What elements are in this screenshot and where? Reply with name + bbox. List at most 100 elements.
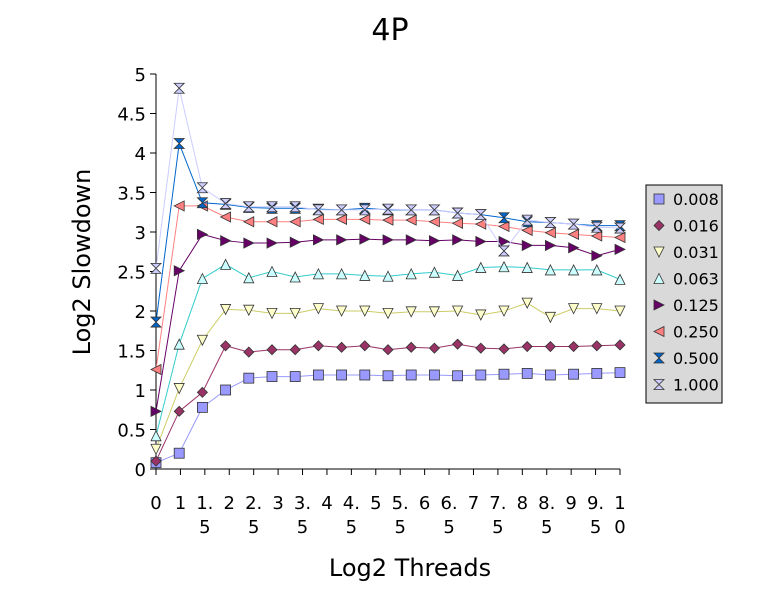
data-point <box>359 233 371 245</box>
data-point <box>150 363 162 376</box>
data-point <box>428 306 441 318</box>
data-point <box>266 344 278 356</box>
y-tick-label: 3 <box>135 223 146 244</box>
data-point <box>568 242 580 254</box>
data-point <box>173 338 185 350</box>
x-tick-label: 5 <box>590 517 601 538</box>
x-tick-label: 6. <box>440 493 457 514</box>
data-point <box>591 303 603 315</box>
data-point <box>382 370 394 382</box>
data-point <box>243 372 255 384</box>
data-point <box>451 217 464 229</box>
data-point <box>498 235 510 248</box>
data-point <box>335 305 348 317</box>
data-point <box>266 265 278 277</box>
data-point <box>498 212 510 224</box>
legend-item: 0.250 <box>653 323 719 342</box>
data-point <box>568 368 579 380</box>
data-point <box>312 267 325 280</box>
x-tick-label: 4. <box>343 493 360 514</box>
x-tick-label: 9. <box>587 493 604 514</box>
data-point <box>173 265 186 277</box>
data-point <box>242 201 255 213</box>
data-point <box>521 368 533 379</box>
data-point <box>428 369 440 381</box>
data-point <box>544 340 556 353</box>
data-point <box>289 201 302 213</box>
data-point <box>568 340 580 353</box>
data-point <box>614 305 626 317</box>
data-point <box>521 214 534 226</box>
data-point <box>428 204 441 216</box>
x-tick-label: 7. <box>489 493 506 514</box>
data-point <box>498 305 510 317</box>
data-point <box>653 352 665 364</box>
y-tick-label: 2.5 <box>117 263 146 284</box>
data-point <box>653 246 665 258</box>
y-tick-label: 0 <box>135 460 146 481</box>
data-point <box>266 371 278 382</box>
data-point <box>359 269 371 281</box>
data-point <box>289 216 301 228</box>
x-tick-label: 5 <box>443 517 454 538</box>
data-point <box>242 216 255 228</box>
data-point <box>591 340 603 352</box>
data-point <box>358 213 371 226</box>
x-tick-label: 1 <box>614 493 625 514</box>
data-point <box>335 213 348 226</box>
data-point <box>219 258 232 270</box>
data-point <box>243 271 255 284</box>
data-point <box>220 340 232 352</box>
data-point <box>614 273 626 285</box>
data-point <box>591 264 603 276</box>
data-point <box>196 228 209 241</box>
data-point <box>498 343 510 355</box>
x-tick-label: 5 <box>248 517 259 538</box>
x-tick-label: 5 <box>541 517 552 538</box>
data-point <box>452 370 464 382</box>
data-point <box>405 204 418 216</box>
data-point <box>359 369 371 381</box>
data-point <box>451 207 464 219</box>
data-point <box>653 379 665 390</box>
data-point <box>358 204 371 216</box>
data-point <box>312 213 324 226</box>
data-point <box>428 342 440 354</box>
data-point <box>405 214 417 226</box>
x-tick-label: 5 <box>297 517 308 538</box>
data-point <box>289 344 301 356</box>
data-point <box>521 261 533 273</box>
data-point <box>312 204 325 216</box>
data-point <box>219 304 232 316</box>
x-tick-label: 2. <box>245 493 262 514</box>
data-point <box>405 306 417 318</box>
data-point <box>289 236 302 248</box>
data-point <box>150 443 162 456</box>
data-point <box>150 455 162 467</box>
data-point <box>405 267 417 280</box>
data-point <box>220 235 232 247</box>
legend: 0.008 0.016 0.031 0.063 0.125 0.250 0.500 1.000 <box>645 184 723 404</box>
data-point <box>150 405 162 417</box>
data-point <box>219 198 232 209</box>
x-tick-label: 2 <box>224 493 235 514</box>
legend-item: 0.008 <box>653 190 719 209</box>
data-point <box>196 401 208 413</box>
x-tick-label: 3 <box>272 493 283 514</box>
data-point <box>428 216 440 228</box>
data-point <box>312 303 325 315</box>
data-point <box>451 269 464 281</box>
x-tick-label: 5 <box>370 493 381 514</box>
data-point <box>405 341 417 353</box>
y-tick-label: 3.5 <box>117 184 146 205</box>
x-tick-label: 4 <box>321 493 332 514</box>
legend-label: 0.250 <box>673 323 719 342</box>
data-point <box>219 211 232 223</box>
data-point <box>475 309 487 321</box>
legend-label: 0.016 <box>673 217 719 236</box>
data-point <box>653 272 665 284</box>
data-point <box>521 297 533 309</box>
data-point <box>567 228 579 241</box>
series-line <box>155 343 621 462</box>
data-point <box>591 368 603 379</box>
